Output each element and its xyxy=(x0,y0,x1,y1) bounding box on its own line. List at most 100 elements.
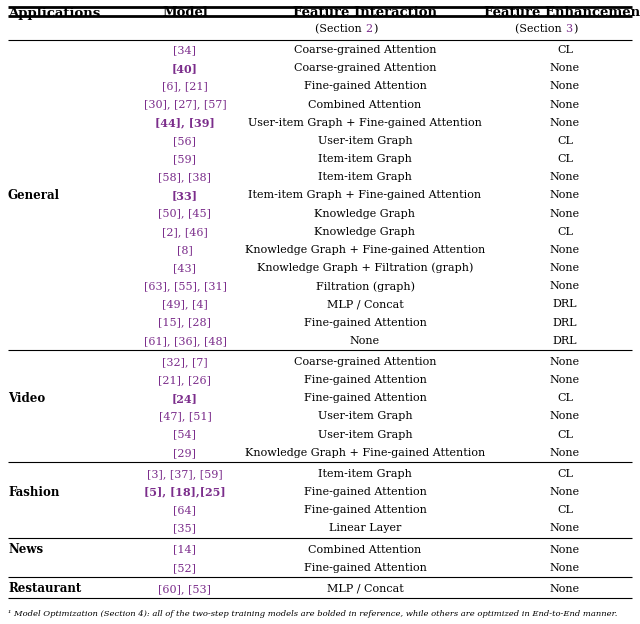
Text: News: News xyxy=(8,543,43,556)
Text: [52]: [52] xyxy=(173,563,196,573)
Text: ¹ Model Optimization (Section 4): all of the two-step training models are bolded: ¹ Model Optimization (Section 4): all of… xyxy=(8,610,618,618)
Text: None: None xyxy=(550,487,580,497)
Text: Feature Interaction: Feature Interaction xyxy=(293,6,437,19)
Text: [40]: [40] xyxy=(172,63,198,74)
Text: Feature Enhancement: Feature Enhancement xyxy=(484,6,640,19)
Text: None: None xyxy=(550,375,580,385)
Text: CL: CL xyxy=(557,429,573,439)
Text: Coarse-grained Attention: Coarse-grained Attention xyxy=(294,357,436,367)
Text: CL: CL xyxy=(557,227,573,236)
Text: None: None xyxy=(550,584,580,594)
Text: User-item Graph: User-item Graph xyxy=(317,429,412,439)
Text: Restaurant: Restaurant xyxy=(8,582,81,595)
Text: [21], [26]: [21], [26] xyxy=(159,375,211,385)
Text: Item-item Graph: Item-item Graph xyxy=(318,172,412,182)
Text: Filtration (graph): Filtration (graph) xyxy=(316,281,415,291)
Text: [34]: [34] xyxy=(173,45,196,55)
Text: None: None xyxy=(550,545,580,555)
Text: [54]: [54] xyxy=(173,429,196,439)
Text: Video: Video xyxy=(8,392,45,405)
Text: None: None xyxy=(550,563,580,573)
Text: DRL: DRL xyxy=(553,300,577,310)
Text: Fine-gained Attention: Fine-gained Attention xyxy=(303,487,426,497)
Text: ): ) xyxy=(373,24,378,34)
Text: [8]: [8] xyxy=(177,245,193,255)
Text: CL: CL xyxy=(557,469,573,479)
Text: None: None xyxy=(550,263,580,273)
Text: [30], [27], [57]: [30], [27], [57] xyxy=(143,100,227,110)
Text: None: None xyxy=(550,190,580,200)
Text: ): ) xyxy=(573,24,577,34)
Text: CL: CL xyxy=(557,154,573,164)
Text: 2: 2 xyxy=(365,24,372,34)
Text: [64]: [64] xyxy=(173,505,196,515)
Text: [35]: [35] xyxy=(173,524,196,534)
Text: None: None xyxy=(550,411,580,421)
Text: Knowledge Graph: Knowledge Graph xyxy=(314,208,415,218)
Text: Item-item Graph: Item-item Graph xyxy=(318,469,412,479)
Text: None: None xyxy=(550,172,580,182)
Text: CL: CL xyxy=(557,136,573,146)
Text: User-item Graph: User-item Graph xyxy=(317,136,412,146)
Text: [15], [28]: [15], [28] xyxy=(159,318,211,328)
Text: None: None xyxy=(550,281,580,291)
Text: Knowledge Graph + Fine-gained Attention: Knowledge Graph + Fine-gained Attention xyxy=(245,245,485,255)
Text: None: None xyxy=(550,81,580,92)
Text: Fine-gained Attention: Fine-gained Attention xyxy=(303,393,426,403)
Text: None: None xyxy=(550,208,580,218)
Text: MLP / Concat: MLP / Concat xyxy=(326,300,403,310)
Text: User-item Graph + Fine-gained Attention: User-item Graph + Fine-gained Attention xyxy=(248,118,482,128)
Text: None: None xyxy=(550,448,580,458)
Text: 3: 3 xyxy=(565,24,572,34)
Text: [2], [46]: [2], [46] xyxy=(162,227,208,236)
Text: [6], [21]: [6], [21] xyxy=(162,81,208,92)
Text: (Section: (Section xyxy=(515,24,565,34)
Text: [44], [39]: [44], [39] xyxy=(155,117,215,129)
Text: None: None xyxy=(550,118,580,128)
Text: General: General xyxy=(8,189,60,202)
Text: Knowledge Graph + Fine-gained Attention: Knowledge Graph + Fine-gained Attention xyxy=(245,448,485,458)
Text: Knowledge Graph + Filtration (graph): Knowledge Graph + Filtration (graph) xyxy=(257,263,473,273)
Text: MLP / Concat: MLP / Concat xyxy=(326,584,403,594)
Text: User-item Graph: User-item Graph xyxy=(317,411,412,421)
Text: None: None xyxy=(550,357,580,367)
Text: DRL: DRL xyxy=(553,336,577,346)
Text: [29]: [29] xyxy=(173,448,196,458)
Text: Fine-gained Attention: Fine-gained Attention xyxy=(303,375,426,385)
Text: Linear Layer: Linear Layer xyxy=(329,524,401,534)
Text: Applications: Applications xyxy=(8,6,100,19)
Text: Fine-gained Attention: Fine-gained Attention xyxy=(303,318,426,328)
Text: None: None xyxy=(550,100,580,110)
Text: [59]: [59] xyxy=(173,154,196,164)
Text: Combined Attention: Combined Attention xyxy=(308,545,422,555)
Text: [24]: [24] xyxy=(172,392,198,404)
Text: None: None xyxy=(550,245,580,255)
Text: [58], [38]: [58], [38] xyxy=(159,172,211,182)
Text: CL: CL xyxy=(557,45,573,55)
Text: Fine-gained Attention: Fine-gained Attention xyxy=(303,81,426,92)
Text: Coarse-grained Attention: Coarse-grained Attention xyxy=(294,63,436,73)
Text: CL: CL xyxy=(557,505,573,515)
Text: [14]: [14] xyxy=(173,545,196,555)
Text: Fashion: Fashion xyxy=(8,485,60,499)
Text: Item-item Graph: Item-item Graph xyxy=(318,154,412,164)
Text: Item-item Graph + Fine-gained Attention: Item-item Graph + Fine-gained Attention xyxy=(248,190,481,200)
Text: Knowledge Graph: Knowledge Graph xyxy=(314,227,415,236)
Text: [33]: [33] xyxy=(172,190,198,201)
Text: [43]: [43] xyxy=(173,263,196,273)
Text: [3], [37], [59]: [3], [37], [59] xyxy=(147,469,223,479)
Text: None: None xyxy=(550,524,580,534)
Text: DRL: DRL xyxy=(553,318,577,328)
Text: [60], [53]: [60], [53] xyxy=(159,584,211,594)
Text: None: None xyxy=(550,63,580,73)
Text: [61], [36], [48]: [61], [36], [48] xyxy=(143,336,227,346)
Text: Model: Model xyxy=(162,6,208,19)
Text: [56]: [56] xyxy=(173,136,196,146)
Text: [32], [7]: [32], [7] xyxy=(162,357,208,367)
Text: [50], [45]: [50], [45] xyxy=(159,208,211,218)
Text: [5], [18],[25]: [5], [18],[25] xyxy=(144,487,226,497)
Text: CL: CL xyxy=(557,393,573,403)
Text: Fine-gained Attention: Fine-gained Attention xyxy=(303,563,426,573)
Text: Combined Attention: Combined Attention xyxy=(308,100,422,110)
Text: Coarse-grained Attention: Coarse-grained Attention xyxy=(294,45,436,55)
